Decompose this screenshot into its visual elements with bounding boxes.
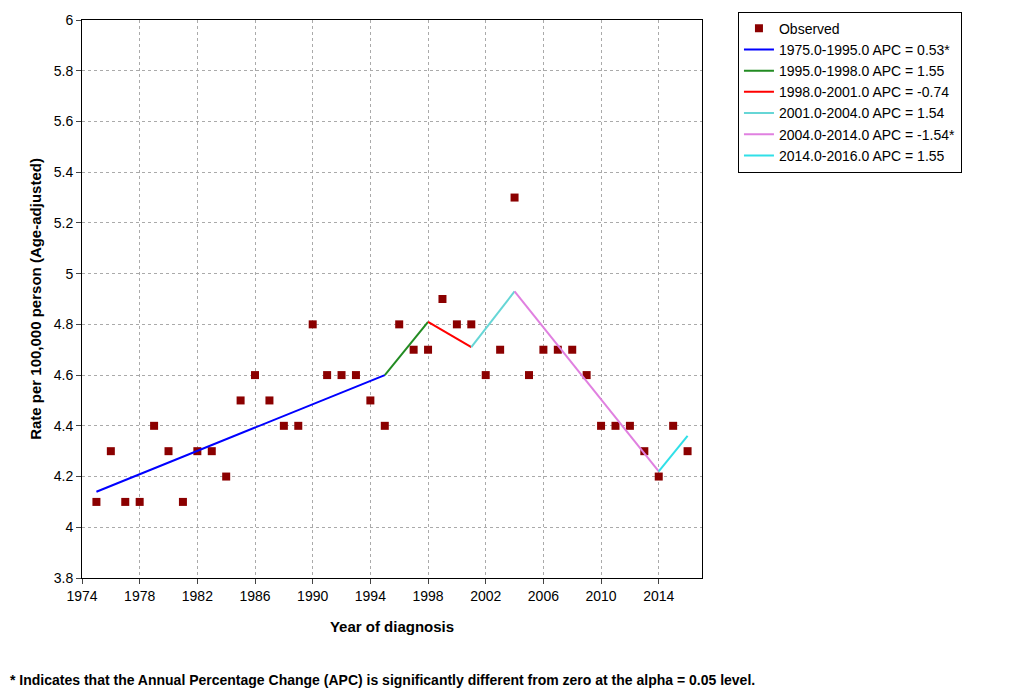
svg-text:2014: 2014 [643, 588, 674, 604]
svg-text:5.8: 5.8 [54, 63, 74, 79]
svg-text:2014.0-2016.0 APC = 1.55: 2014.0-2016.0 APC = 1.55 [779, 148, 945, 164]
svg-text:1986: 1986 [239, 588, 270, 604]
svg-text:5.6: 5.6 [54, 113, 74, 129]
svg-text:4.4: 4.4 [54, 418, 74, 434]
svg-text:1990: 1990 [297, 588, 328, 604]
svg-text:Year of diagnosis: Year of diagnosis [330, 618, 454, 635]
svg-text:Rate per 100,000 person (Age-a: Rate per 100,000 person (Age-adjusted) [27, 158, 44, 440]
svg-text:5: 5 [65, 266, 73, 282]
svg-text:5.2: 5.2 [54, 215, 74, 231]
svg-text:6: 6 [65, 12, 73, 28]
svg-text:Observed: Observed [779, 21, 840, 37]
svg-text:2001.0-2004.0 APC = 1.54: 2001.0-2004.0 APC = 1.54 [779, 105, 945, 121]
svg-text:3.8: 3.8 [54, 570, 74, 586]
svg-text:1998: 1998 [412, 588, 443, 604]
svg-text:2002: 2002 [470, 588, 501, 604]
svg-text:4: 4 [65, 519, 73, 535]
svg-text:1982: 1982 [182, 588, 213, 604]
svg-text:1994: 1994 [355, 588, 386, 604]
svg-text:2006: 2006 [528, 588, 559, 604]
svg-text:4.8: 4.8 [54, 316, 74, 332]
svg-text:4.2: 4.2 [54, 468, 74, 484]
svg-text:2004.0-2014.0 APC = -1.54*: 2004.0-2014.0 APC = -1.54* [779, 127, 955, 143]
svg-text:2010: 2010 [585, 588, 616, 604]
svg-text:1978: 1978 [124, 588, 155, 604]
svg-text:4.6: 4.6 [54, 367, 74, 383]
svg-text:1975.0-1995.0 APC = 0.53*: 1975.0-1995.0 APC = 0.53* [779, 42, 950, 58]
svg-text:5.4: 5.4 [54, 164, 74, 180]
svg-text:1995.0-1998.0 APC = 1.55: 1995.0-1998.0 APC = 1.55 [779, 63, 945, 79]
svg-text:1998.0-2001.0 APC = -0.74: 1998.0-2001.0 APC = -0.74 [779, 84, 949, 100]
svg-text:1974: 1974 [66, 588, 97, 604]
svg-text:* Indicates that the Annual Pe: * Indicates that the Annual Percentage C… [10, 672, 755, 688]
